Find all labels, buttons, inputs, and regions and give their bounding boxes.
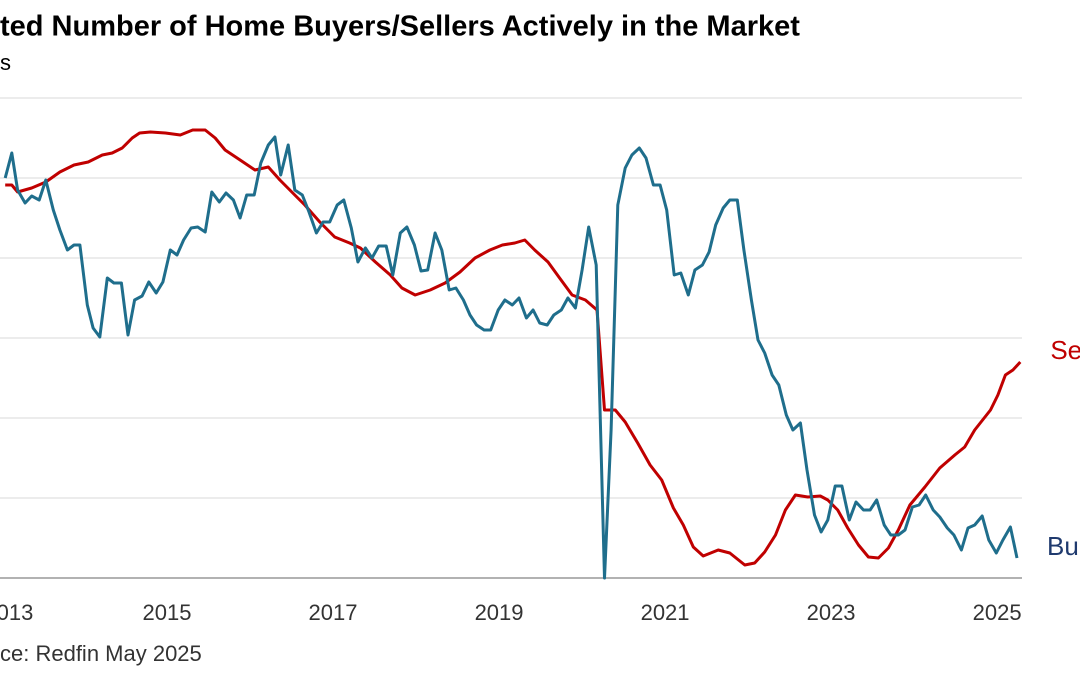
chart-title: ted Number of Home Buyers/Sellers Active…	[0, 11, 800, 43]
x-tick-label: 2025	[973, 600, 1022, 625]
x-tick-label: 2023	[807, 600, 856, 625]
legend-label: Bu	[1047, 531, 1079, 561]
source-note: ce: Redfin May 2025	[0, 641, 202, 666]
series-line	[5, 128, 1022, 567]
legend-label: Se	[1050, 335, 1080, 365]
chart-subtitle: s	[0, 50, 11, 75]
x-tick-label: 2021	[641, 600, 690, 625]
x-tick-label: 2015	[143, 600, 192, 625]
series-line	[3, 135, 1019, 580]
x-tick-label: 2019	[475, 600, 524, 625]
x-tick-label: 013	[0, 600, 33, 625]
x-tick-label: 2017	[309, 600, 358, 625]
